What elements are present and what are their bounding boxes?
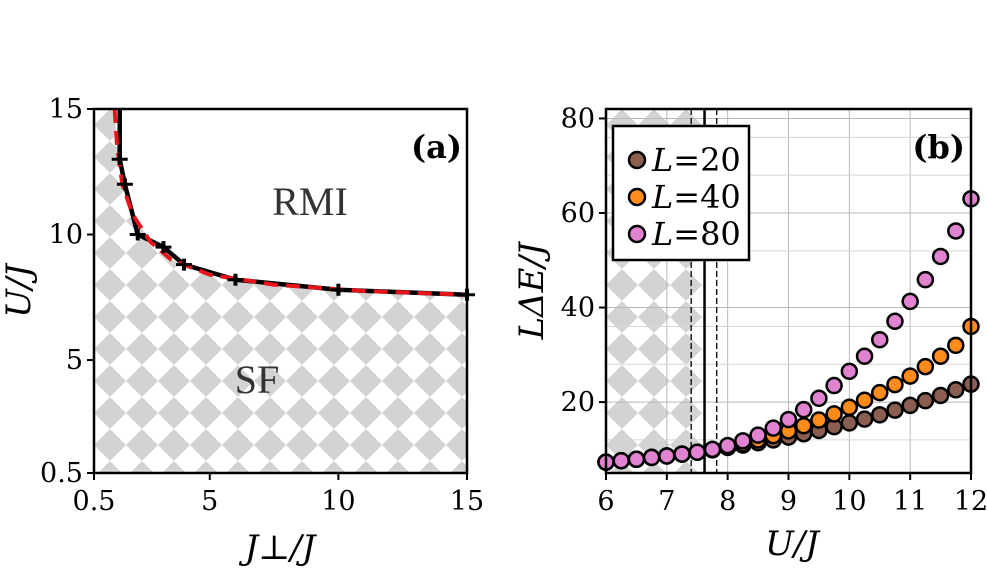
x-tick-label: 6 [597, 486, 614, 517]
data-point [901, 367, 919, 385]
data-point [931, 247, 950, 266]
data-point [627, 450, 646, 469]
panel-a-y-ticks: 0.5 5 10 15 [40, 94, 94, 489]
data-point [688, 443, 706, 461]
panel-b: 6 7 8 9 10 11 12 20 40 60 80 (b) L=20L=40L=80 U/J… [512, 103, 987, 564]
panel-a-label: (a) [411, 128, 462, 166]
panel-a-x-ticks: 0.5 5 10 15 [73, 473, 484, 517]
data-point [871, 406, 889, 424]
legend-label: L=80 [651, 215, 741, 253]
rmi-region [114, 109, 467, 295]
data-point [855, 347, 874, 365]
error-bar [129, 228, 146, 241]
y-tick-label: 15 [49, 94, 83, 125]
data-point [916, 270, 935, 289]
legend-item: L=20 [627, 141, 741, 179]
legend-marker [627, 187, 647, 207]
data-point [886, 375, 904, 394]
legend: L=20L=40L=80 [611, 124, 751, 262]
data-point [886, 401, 904, 419]
data-point [855, 391, 874, 409]
panel-a-x-axis-title: J⊥/J [239, 528, 318, 568]
data-point [916, 357, 935, 376]
panel-b-y-axis-title: LΔE/J [512, 240, 552, 340]
data-point [703, 440, 722, 459]
panel-b-points [597, 190, 980, 471]
y-tick-label: 20 [561, 387, 595, 418]
x-tick-label: 10 [321, 486, 355, 517]
data-point [794, 400, 813, 419]
data-point [734, 432, 752, 450]
data-point [901, 292, 919, 311]
y-tick-label: 0.5 [40, 458, 83, 489]
data-point [810, 389, 828, 408]
data-point [886, 312, 904, 331]
x-tick-label: 0.5 [73, 486, 116, 517]
data-point [901, 396, 919, 415]
error-bar [330, 283, 347, 296]
panel-a-y-axis-title: U/J [0, 262, 39, 318]
y-tick-label: 80 [561, 103, 595, 134]
error-bar [227, 273, 244, 286]
data-point [840, 398, 859, 417]
data-point [855, 410, 874, 428]
data-point [947, 381, 965, 399]
data-point [718, 436, 737, 455]
panel-b-x-axis-title: U/J [765, 524, 821, 564]
y-tick-label: 60 [561, 198, 595, 229]
data-point [779, 410, 798, 429]
error-bar [116, 178, 133, 191]
data-point [658, 447, 676, 465]
data-point [931, 347, 950, 365]
data-point [947, 336, 965, 355]
data-point [825, 376, 843, 395]
panel-a: 0.5 5 10 15 0.5 5 10 15 (a) RMI SF J⊥/J U/J [0, 94, 484, 568]
legend-marker [627, 150, 647, 170]
panel-b-label: (b) [912, 128, 965, 166]
data-point [825, 405, 843, 423]
legend-marker [627, 224, 647, 244]
legend-item: L=40 [627, 178, 741, 216]
data-point [612, 451, 630, 470]
data-point [840, 362, 859, 381]
x-tick-label: 11 [893, 486, 927, 517]
data-point [916, 391, 935, 410]
panel-b-x-ticks: 6 7 8 9 10 11 12 [597, 473, 987, 517]
legend-label: L=20 [651, 141, 741, 179]
sf-label: SF [235, 357, 280, 402]
panel-b-y-ticks: 20 40 60 80 [561, 103, 606, 418]
data-point [764, 419, 783, 437]
error-bar [176, 258, 193, 271]
data-point [871, 383, 889, 402]
data-point [931, 386, 950, 405]
x-tick-label: 10 [832, 486, 866, 517]
x-tick-label: 15 [450, 486, 484, 517]
data-point [840, 414, 859, 432]
data-point [810, 411, 828, 429]
fit-line [112, 109, 467, 297]
x-tick-label: 7 [658, 486, 675, 517]
panel-a-frame [92, 107, 469, 475]
legend-item: L=80 [627, 215, 741, 253]
error-bar [155, 241, 172, 254]
data-point [749, 426, 767, 444]
y-tick-label: 10 [49, 220, 83, 251]
x-tick-label: 5 [201, 486, 218, 517]
y-tick-label: 5 [66, 345, 83, 376]
x-tick-label: 9 [780, 486, 797, 517]
x-tick-label: 12 [954, 486, 987, 517]
legend-label: L=40 [651, 178, 741, 216]
y-tick-label: 40 [561, 293, 595, 324]
rmi-label: RMI [272, 179, 348, 224]
x-tick-label: 8 [719, 486, 736, 517]
data-point [947, 222, 965, 240]
error-bar [111, 153, 128, 166]
data-point [642, 448, 661, 467]
data-point [871, 330, 889, 349]
data-point [673, 445, 691, 463]
data-point [794, 416, 813, 435]
